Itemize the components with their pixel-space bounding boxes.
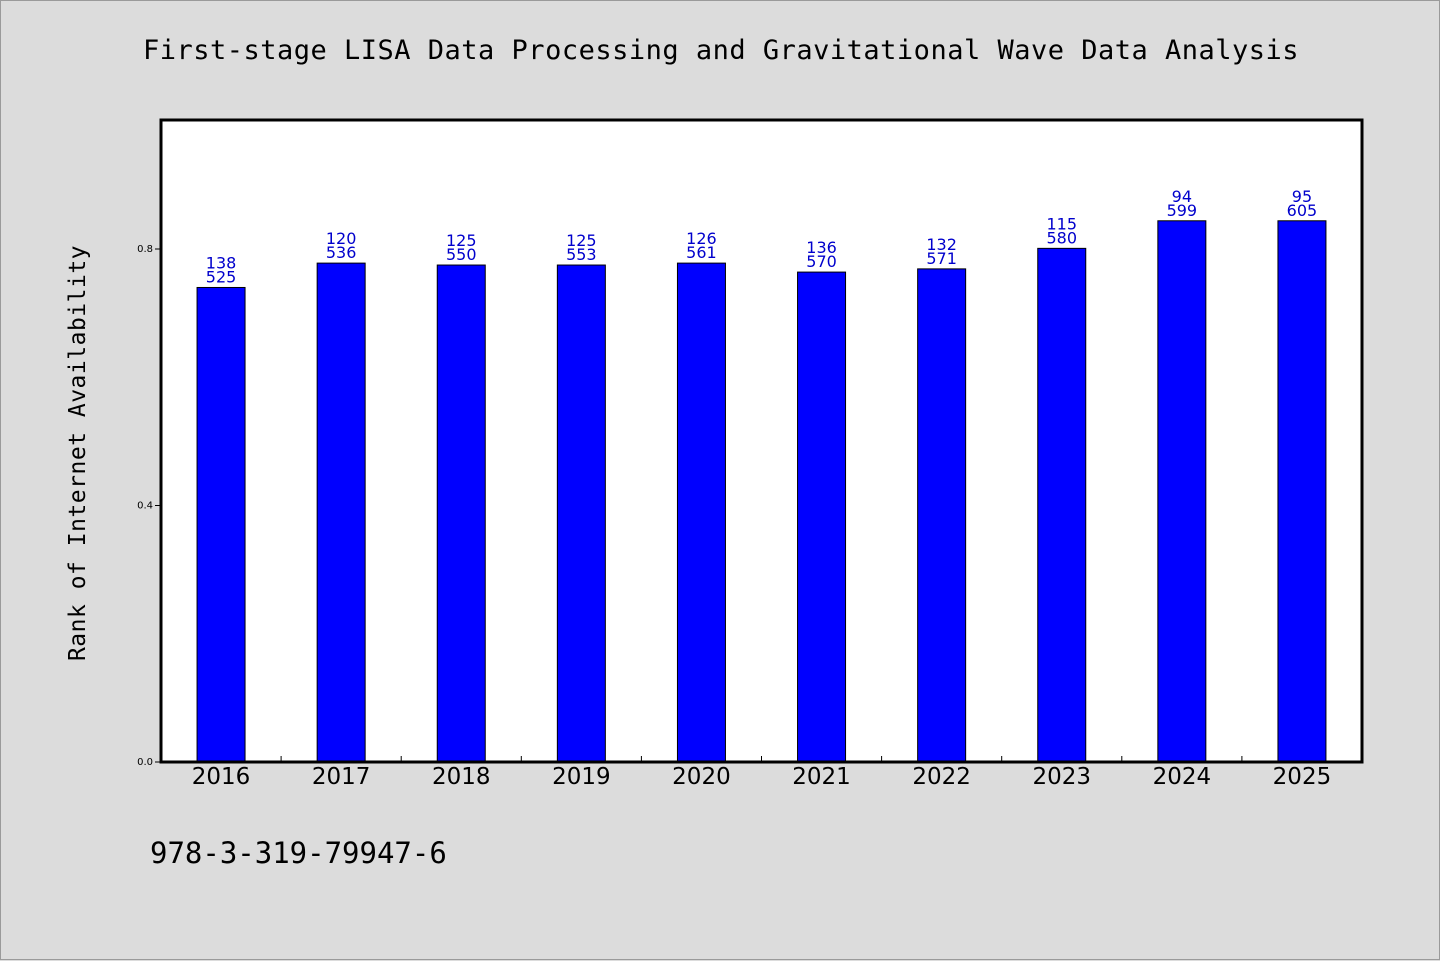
bar-2020: [676, 262, 726, 763]
bar-2016: [196, 286, 246, 763]
bar-label-bottom-2018: 550: [446, 245, 477, 264]
plot-frame: [159, 118, 1364, 764]
bar-label-top-2017: 120: [326, 229, 357, 248]
bar-label-bottom-2020: 561: [686, 243, 717, 262]
x-tick-label-2019: 2019: [552, 764, 611, 790]
bar-label-top-2024: 94: [1172, 187, 1192, 206]
bar-label-top-2019: 125: [566, 231, 597, 250]
x-tick-label-2018: 2018: [432, 764, 491, 790]
x-tick-label-2020: 2020: [672, 764, 731, 790]
y-tick-label: 0.4: [137, 501, 153, 512]
bar-label-bottom-2022: 571: [926, 249, 957, 268]
x-tick-label-2017: 2017: [312, 764, 371, 790]
bar-2023: [1037, 247, 1087, 763]
x-tick-label-2021: 2021: [792, 764, 851, 790]
x-tick-label-2023: 2023: [1032, 764, 1091, 790]
bar-2025: [1277, 220, 1327, 763]
bar-label-bottom-2025: 605: [1287, 201, 1318, 220]
bar-2018: [436, 264, 486, 763]
bar-2017: [316, 262, 366, 763]
bar-label-top-2022: 132: [926, 235, 957, 254]
bar-2022: [917, 268, 967, 763]
bar-label-top-2018: 125: [446, 231, 477, 250]
bar-2021: [797, 271, 847, 763]
bar-label-bottom-2016: 525: [206, 267, 237, 286]
bar-label-top-2021: 136: [806, 238, 837, 257]
axes-layer: 2016 2017 2018 2019 2020 2021 2022 2023 2024 2025…: [137, 244, 1331, 790]
bar-label-bottom-2017: 536: [326, 243, 357, 262]
bar-label-top-2025: 95: [1292, 187, 1312, 206]
bar-label-bottom-2021: 570: [806, 252, 837, 271]
bar-label-bottom-2019: 553: [566, 245, 597, 264]
bar-label-top-2020: 126: [686, 229, 717, 248]
footer-code: 978-3-319-79947-6: [150, 836, 447, 870]
y-tick-label: 0.8: [137, 244, 153, 255]
bar-label-top-2023: 115: [1046, 214, 1077, 233]
y-tick-label: 0.0: [137, 757, 153, 768]
bar-label-bottom-2023: 580: [1046, 228, 1077, 247]
x-tick-label-2024: 2024: [1153, 764, 1212, 790]
bar-2024: [1157, 220, 1207, 763]
bar-label-top-2016: 138: [206, 253, 237, 272]
chart-title: First-stage LISA Data Processing and Gra…: [142, 35, 1300, 66]
x-tick-label-2022: 2022: [912, 764, 971, 790]
bar-2019: [556, 264, 606, 763]
bar-label-bottom-2024: 599: [1167, 201, 1198, 220]
x-tick-label-2025: 2025: [1273, 764, 1332, 790]
x-tick-label-2016: 2016: [192, 764, 251, 790]
